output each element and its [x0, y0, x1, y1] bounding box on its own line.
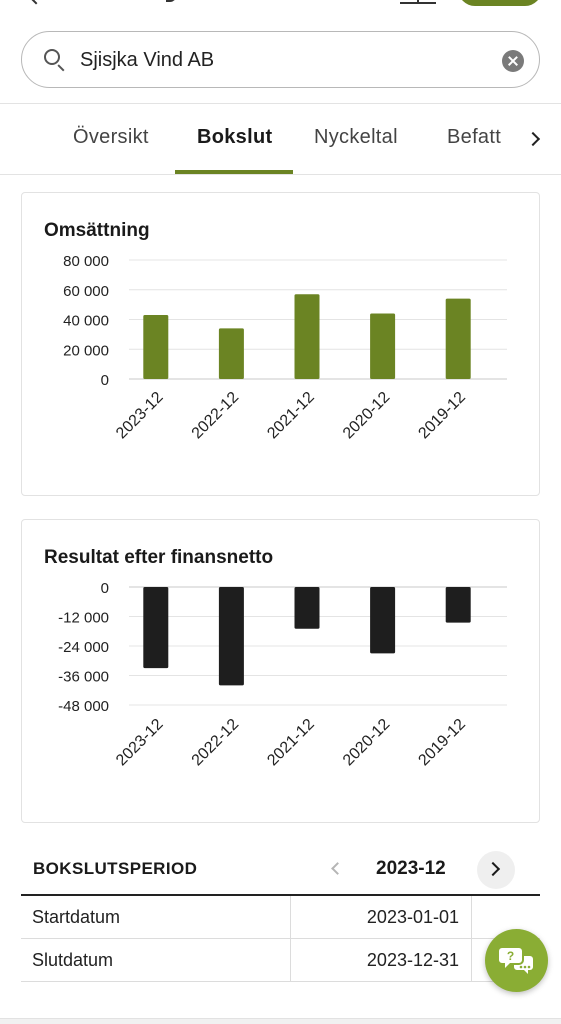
result-chart-card: Resultat efter finansnetto 0 -12 000 -24 0… [21, 519, 540, 823]
table-row: Startdatum 2023-01-01 [21, 896, 540, 939]
chevron-left-icon [331, 862, 344, 875]
app-title-fragment [166, 0, 176, 2]
account-button[interactable] [458, 0, 542, 6]
y-tick-label: 0 [101, 580, 109, 597]
clear-icon[interactable] [502, 50, 524, 72]
tab-bokslut[interactable]: Bokslut [197, 126, 273, 148]
x-tick-label: 2019-12 [415, 389, 469, 443]
y-tick-label: 40 000 [63, 313, 109, 330]
y-tick-label: -48 000 [58, 698, 109, 715]
y-tick-label: -24 000 [58, 639, 109, 656]
x-tick-label: 2019-12 [415, 716, 469, 770]
back-arrow-icon[interactable] [27, 0, 45, 5]
y-tick-label: 20 000 [63, 342, 109, 359]
chart-bar[interactable] [370, 587, 396, 654]
chart-bar[interactable] [143, 587, 169, 669]
chevron-right-icon [485, 861, 501, 877]
period-table: Startdatum 2023-01-01 Slutdatum 2023-12-… [21, 894, 540, 982]
y-tick-label: 60 000 [63, 283, 109, 300]
chart-title: Resultat efter finansnetto [44, 547, 274, 568]
chevron-right-icon [525, 131, 541, 147]
row-label: Startdatum [32, 907, 121, 927]
x-tick-label: 2023-12 [113, 716, 167, 770]
revenue-chart-card: Omsättning 80 000 60 000 40 000 20 000 0 2023… [21, 192, 540, 496]
active-tab-indicator [175, 170, 293, 174]
x-tick-label: 2023-12 [113, 389, 167, 443]
table-row: Slutdatum 2023-12-31 [21, 939, 540, 982]
tab-bar: Översikt Bokslut Nyckeltal Befatt [0, 103, 561, 175]
x-tick-label: 2020-12 [340, 389, 394, 443]
y-tick-label: -36 000 [58, 669, 109, 686]
x-tick-label: 2021-12 [264, 716, 318, 770]
chart-bar[interactable] [218, 587, 244, 686]
previous-period-button[interactable] [324, 858, 348, 882]
tab-oversikt[interactable]: Översikt [73, 126, 149, 148]
chart-bar[interactable] [445, 587, 471, 623]
chart-bar[interactable] [218, 328, 244, 379]
y-tick-label: -12 000 [58, 610, 109, 627]
bottom-edge [0, 1018, 561, 1024]
x-tick-label: 2021-12 [264, 389, 318, 443]
search-icon [44, 49, 66, 72]
next-period-button[interactable] [477, 851, 515, 889]
tabs-scroll-right-button[interactable] [514, 128, 558, 154]
top-app-bar [0, 0, 561, 10]
y-tick-label: 0 [101, 372, 109, 389]
x-tick-label: 2022-12 [189, 389, 243, 443]
row-label: Slutdatum [32, 950, 114, 970]
chart-bar[interactable] [370, 313, 396, 379]
chart-bar[interactable] [294, 587, 320, 629]
search-bar[interactable] [21, 31, 540, 88]
period-label: BOKSLUTSPERIOD [33, 859, 198, 878]
chart-bar[interactable] [445, 298, 471, 379]
row-value: 2023-01-01 [366, 907, 459, 927]
search-input[interactable] [80, 46, 480, 74]
y-tick-label: 80 000 [63, 253, 109, 270]
x-tick-label: 2020-12 [340, 716, 394, 770]
period-value: 2023-12 [376, 858, 446, 879]
menu-icon[interactable] [400, 0, 436, 4]
row-value: 2023-12-31 [366, 950, 459, 970]
chart-bar[interactable] [294, 294, 320, 379]
x-tick-label: 2022-12 [189, 716, 243, 770]
chat-button[interactable]: ? [485, 929, 548, 992]
chart-title: Omsättning [44, 220, 150, 241]
chart-bar[interactable] [143, 315, 169, 379]
svg-text:?: ? [507, 949, 514, 963]
tab-befattningar[interactable]: Befatt [447, 126, 502, 148]
tab-nyckeltal[interactable]: Nyckeltal [314, 126, 398, 148]
chat-icon: ? [499, 948, 533, 974]
